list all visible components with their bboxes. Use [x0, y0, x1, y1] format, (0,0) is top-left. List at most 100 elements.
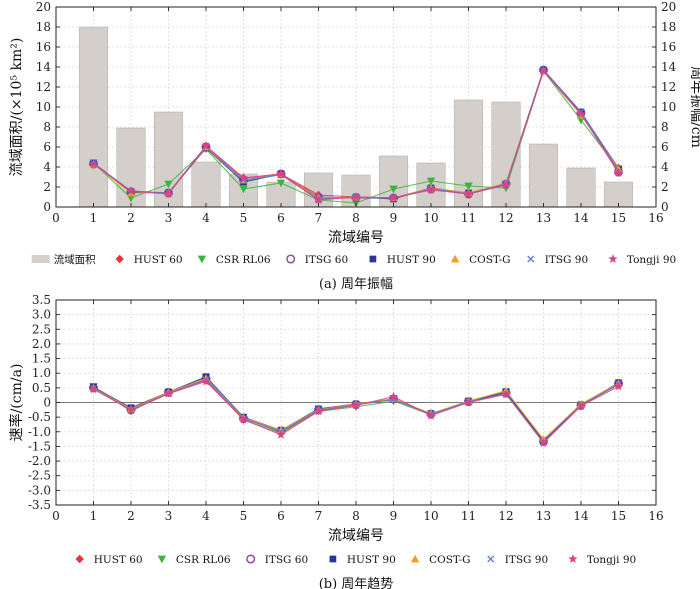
- data-point: [313, 406, 324, 416]
- data-point: [163, 388, 174, 398]
- data-point: [238, 173, 249, 182]
- x-tick-label: 11: [461, 509, 476, 523]
- legend-item: 流域面积: [31, 253, 96, 266]
- data-point: [239, 185, 248, 194]
- x-tick-label: 11: [461, 211, 476, 225]
- data-point: [351, 192, 361, 201]
- x-tick-label: 2: [127, 509, 135, 523]
- x-tick-label: 9: [390, 509, 398, 523]
- data-point: [126, 186, 136, 195]
- data-point: [388, 193, 399, 202]
- y-tick-label: 4: [43, 160, 51, 174]
- x-tick-label: 12: [498, 211, 513, 225]
- x-tick-label: 8: [352, 211, 360, 225]
- y-right-tick-label: 8: [661, 120, 669, 134]
- legend-label: CSR RL06: [216, 254, 271, 266]
- x-tick-label: 16: [648, 211, 663, 225]
- data-point: [426, 410, 436, 420]
- x-tick-label: 10: [423, 509, 438, 523]
- x-tick-label: 5: [240, 211, 248, 225]
- y-tick-label: 0.5: [32, 381, 51, 395]
- legend-label: CSR RL06: [176, 554, 231, 566]
- legend-marker: [75, 554, 84, 564]
- x-axis-ticks: 0 1 2 3 4 5 6 7 8 9 10 11 12 13 14 15 16: [52, 7, 664, 225]
- legend-marker: [608, 254, 618, 263]
- data-point: [201, 376, 211, 386]
- x-tick-label: 1: [90, 509, 98, 523]
- legend-marker: [369, 255, 377, 263]
- legend-item: Tongji 90: [608, 254, 676, 266]
- x-axis-ticks: 0 1 2 3 4 5 6 7 8 9 10 11 12 13 14 15 16: [52, 300, 664, 523]
- y-tick-label: -1.0: [28, 425, 51, 439]
- legend-label: Tongji 90: [627, 254, 676, 266]
- data-point: [164, 180, 173, 189]
- x-tick-label: 3: [165, 509, 173, 523]
- legend-item: ITSG 60: [286, 254, 348, 266]
- y-right-tick-label: 4: [661, 160, 669, 174]
- y-tick-label: 2: [43, 180, 51, 194]
- legend-item: CSR RL06: [197, 254, 271, 266]
- x-tick-label: 13: [536, 211, 551, 225]
- y-right-axis-label: 周年振幅/cm: [688, 66, 700, 148]
- data-point: [126, 404, 136, 414]
- data-point: [576, 401, 586, 410]
- data-point: [276, 429, 286, 439]
- legend-label: ITSG 90: [505, 554, 548, 566]
- legend-label: ITSG 90: [545, 254, 588, 266]
- data-point: [388, 391, 399, 401]
- data-point: [501, 180, 511, 189]
- y-right-tick-label: 14: [661, 60, 677, 74]
- legend-marker: [157, 555, 167, 564]
- data-point: [613, 168, 624, 177]
- series-tongji-90: [88, 66, 624, 204]
- data-point: [426, 185, 436, 194]
- chart-panel-a: 0 1 2 3 4 5 6 7 8 9 10 11 12 13 14 15 160246810121416182…: [9, 0, 700, 292]
- legend-item: COST-G: [450, 254, 511, 266]
- legend-item: COST-G: [410, 554, 471, 566]
- data-point: [351, 400, 361, 410]
- y-tick-label: 14: [36, 60, 52, 74]
- y-tick-label: 0: [43, 200, 51, 214]
- x-tick-label: 3: [165, 211, 173, 225]
- y-right-tick-label: 10: [661, 100, 676, 114]
- legend-swatch: [31, 255, 50, 263]
- y-right-tick-label: 12: [661, 80, 676, 94]
- x-tick-label: 4: [202, 509, 210, 523]
- legend-marker: [246, 554, 256, 564]
- data-point: [426, 177, 436, 186]
- chart-panel-b: 0 1 2 3 4 5 6 7 8 9 10 11 12 13 14 15 16-3.5-3.0-2.5-2.0…: [8, 293, 664, 589]
- data-point: [538, 438, 549, 447]
- bar-1: [78, 26, 109, 208]
- legend-item: ITSG 60: [246, 554, 308, 566]
- legend-marker: [329, 555, 337, 563]
- y-tick-label: -2.5: [28, 469, 51, 483]
- x-tick-label: 4: [202, 211, 210, 225]
- y-axis-ticks: -3.5-3.0-2.5-2.0-1.5-1.0-0.500.51.01.52.…: [28, 293, 60, 512]
- y-tick-label: -3.5: [28, 498, 51, 512]
- y-tick-label: 18: [36, 20, 51, 34]
- data-point: [463, 397, 474, 407]
- legend-label: Tongji 90: [587, 554, 636, 566]
- legend-label: HUST 90: [387, 254, 436, 266]
- legend: 流域面积 HUST 60 CSR RL06 ITSG 60 HUST 90 COST-G I…: [31, 253, 676, 266]
- x-tick-label: 0: [52, 211, 60, 225]
- x-tick-label: 14: [573, 211, 589, 225]
- data-point: [126, 194, 136, 203]
- x-tick-label: 15: [611, 211, 626, 225]
- data-point: [576, 109, 586, 118]
- y-tick-label: 1.0: [32, 366, 51, 380]
- y-tick-label: -3.0: [28, 483, 51, 497]
- legend-item: HUST 90: [329, 554, 396, 566]
- x-tick-label: 15: [611, 509, 626, 523]
- x-tick-label: 8: [352, 509, 360, 523]
- y-tick-label: 16: [36, 40, 51, 54]
- legend-item: ITSG 90: [527, 254, 588, 266]
- legend-label: HUST 90: [347, 554, 396, 566]
- y-tick-label: 20: [36, 0, 51, 14]
- bar-15: [603, 181, 634, 208]
- legend-marker: [568, 554, 578, 563]
- legend-label: HUST 60: [134, 254, 183, 266]
- y-tick-label: 2.5: [32, 322, 51, 336]
- x-tick-label: 14: [573, 509, 589, 523]
- bar-4: [191, 161, 221, 208]
